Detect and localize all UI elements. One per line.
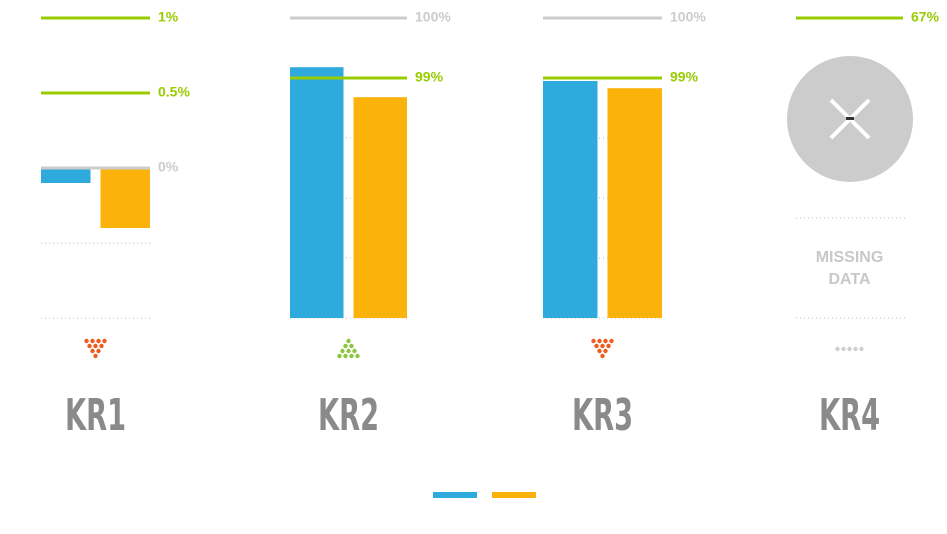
kr-title: KR1 <box>65 389 126 441</box>
legend-swatch <box>492 492 536 498</box>
status-dot <box>340 348 345 354</box>
status-dot <box>597 338 602 344</box>
status-dot <box>841 346 846 352</box>
status-dot <box>603 338 608 344</box>
status-dot <box>90 338 95 344</box>
reference-label: 100% <box>415 9 451 25</box>
status-dot <box>859 346 864 352</box>
status-dot <box>84 338 89 344</box>
status-dot <box>343 343 348 349</box>
bar <box>41 168 91 183</box>
status-dot <box>600 353 605 359</box>
reference-label: 0.5% <box>158 84 190 100</box>
status-dot <box>600 343 605 349</box>
missing-dash <box>846 117 854 120</box>
kr-title: KR3 <box>572 389 633 441</box>
status-dot <box>594 343 599 349</box>
status-dot <box>343 353 348 359</box>
status-dot <box>349 343 354 349</box>
status-dot <box>90 348 95 354</box>
status-dot <box>93 353 98 359</box>
status-dot <box>606 343 611 349</box>
bar <box>543 81 598 318</box>
status-dot <box>349 353 354 359</box>
reference-label: 99% <box>415 69 444 85</box>
status-dot <box>87 343 92 349</box>
status-dot <box>597 348 602 354</box>
reference-label: 99% <box>670 69 699 85</box>
bar <box>100 168 150 228</box>
status-dot <box>337 353 342 359</box>
kr-title: KR2 <box>318 389 379 441</box>
status-dot <box>355 353 360 359</box>
reference-label: 0% <box>158 159 179 175</box>
status-dot <box>853 346 858 352</box>
kr-title: KR4 <box>819 389 880 441</box>
bar <box>607 88 662 318</box>
status-dot <box>609 338 614 344</box>
status-dot <box>102 338 107 344</box>
status-dot <box>835 346 840 352</box>
status-dot <box>99 343 104 349</box>
kr4-missing-icon <box>787 56 913 319</box>
status-dot <box>93 343 98 349</box>
bar <box>290 67 344 318</box>
status-dot <box>603 348 608 354</box>
status-dot <box>847 346 852 352</box>
status-dot <box>96 338 101 344</box>
missing-note: MISSING DATA <box>816 249 884 288</box>
status-dot <box>346 348 351 354</box>
status-dot <box>591 338 596 344</box>
status-dot <box>352 348 357 354</box>
reference-label: 1% <box>158 9 179 25</box>
status-dot <box>346 338 351 344</box>
bar <box>353 97 407 318</box>
status-dot <box>96 348 101 354</box>
legend-swatch <box>433 492 477 498</box>
reference-label: 67% <box>911 9 940 25</box>
reference-label: 100% <box>670 9 706 25</box>
